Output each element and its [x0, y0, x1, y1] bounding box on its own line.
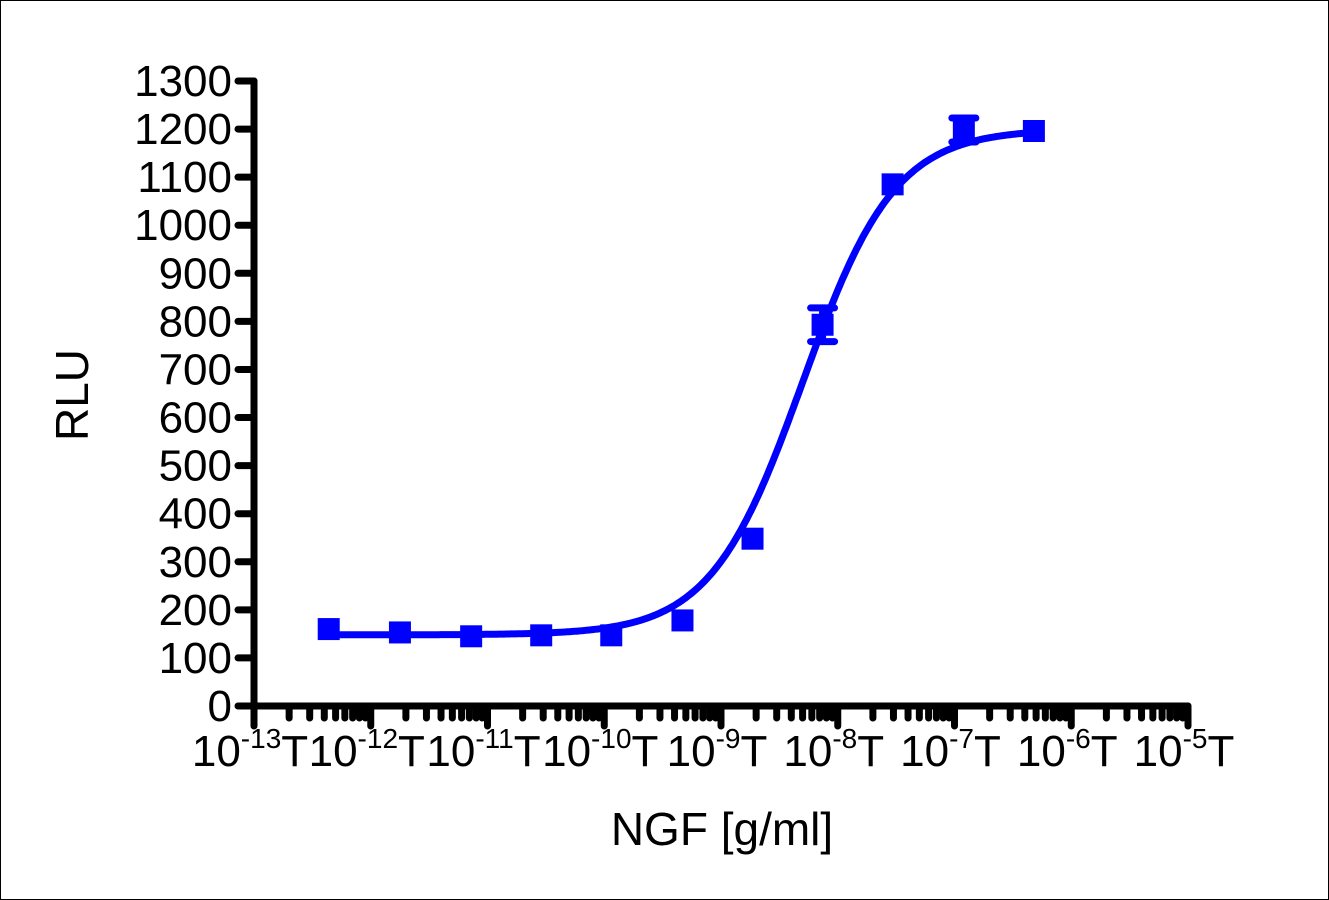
y-tick-label: 900 [159, 249, 232, 298]
y-tick-label: 0 [208, 682, 232, 731]
y-tick-label: 700 [159, 345, 232, 394]
square-marker [317, 618, 340, 641]
data-point [881, 173, 904, 196]
data-point [948, 114, 980, 146]
x-tick-label: 10-7T [900, 723, 1001, 776]
square-marker [811, 313, 834, 336]
x-tick-label: 10-12T [309, 723, 425, 776]
data-point [1022, 120, 1045, 142]
y-tick-label: 300 [159, 538, 232, 587]
data-point [600, 624, 623, 647]
y-axis-label: RLU [46, 349, 98, 441]
y-tick-label: 1100 [137, 153, 232, 202]
y-tick-label: 800 [159, 297, 232, 346]
data-point [741, 527, 764, 550]
y-tick-label: 100 [159, 634, 232, 683]
square-marker [671, 609, 694, 632]
square-marker [460, 625, 483, 648]
y-tick-label: 500 [159, 442, 232, 491]
y-tick-label: 400 [159, 490, 232, 539]
square-marker [1022, 120, 1045, 142]
data-point [530, 624, 553, 647]
x-axis-label: NGF [g/ml] [611, 803, 833, 855]
y-tick-label: 1200 [134, 105, 232, 154]
x-tick-label: 10-11T [426, 723, 540, 776]
data-point [671, 609, 694, 632]
square-marker [388, 621, 411, 644]
y-tick-label: 1300 [134, 57, 232, 106]
x-tick-label: 10-5T [1134, 723, 1235, 776]
x-tick-label: 10-9T [667, 723, 768, 776]
data-points [317, 114, 1045, 648]
square-marker [530, 624, 553, 647]
data-point [807, 304, 839, 346]
square-marker [741, 527, 764, 550]
x-tick-label: 10-13T [192, 723, 308, 776]
y-tick-label: 1000 [134, 201, 232, 250]
data-point [317, 618, 340, 641]
x-tick-label: 10-8T [783, 723, 884, 776]
axes: 0100200300400500600700800900100011001200… [134, 57, 1234, 776]
fit-curve [327, 128, 1036, 639]
data-point [388, 621, 411, 644]
square-marker [600, 624, 623, 647]
fit-curve-path [327, 128, 1036, 639]
data-point [460, 625, 483, 648]
x-tick-label: 10-10T [542, 723, 658, 776]
x-tick-label: 10-6T [1017, 723, 1118, 776]
y-tick-label: 200 [159, 586, 232, 635]
square-marker [881, 173, 904, 196]
square-marker [952, 119, 975, 142]
y-tick-label: 600 [159, 394, 232, 443]
